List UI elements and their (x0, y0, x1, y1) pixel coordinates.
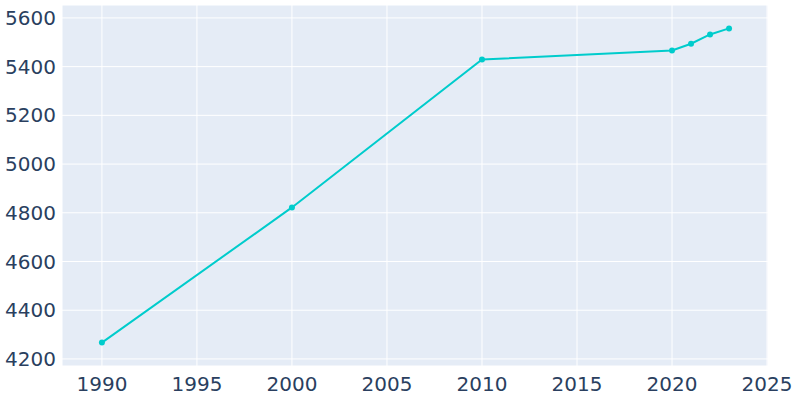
chart: 1990 1995 2000 2005 2010 2015 2020 2025 4200 4400… (0, 0, 800, 400)
data-group (99, 25, 732, 345)
y-grid-line (62, 66, 768, 67)
data-point (707, 31, 713, 37)
data-line (102, 28, 729, 342)
x-tick-label: 2020 (647, 372, 698, 396)
x-tick-label: 2005 (362, 372, 413, 396)
y-grid-line (62, 310, 768, 311)
x-grid-line (196, 5, 197, 366)
x-grid-line (672, 5, 673, 366)
y-tick-label: 4400 (5, 298, 56, 322)
x-tick-label: 2025 (742, 372, 793, 396)
data-point (726, 25, 732, 31)
y-tick-label: 4600 (5, 250, 56, 274)
x-grid-line (386, 5, 387, 366)
x-grid-line (291, 5, 292, 366)
x-grid-line (577, 5, 578, 366)
x-tick-label: 2000 (266, 372, 317, 396)
y-grid-line (62, 358, 768, 359)
y-tick-label: 4800 (5, 201, 56, 225)
x-grid-line (767, 5, 768, 366)
y-grid-line (62, 164, 768, 165)
x-tick-label: 1995 (171, 372, 222, 396)
y-tick-label: 5600 (5, 6, 56, 30)
data-point (688, 41, 694, 47)
y-grid-line (62, 17, 768, 18)
y-grid-line (62, 115, 768, 116)
x-tick-label: 2015 (552, 372, 603, 396)
y-grid-line (62, 261, 768, 262)
data-point (289, 204, 295, 210)
x-tick-label: 2010 (457, 372, 508, 396)
x-grid-line (101, 5, 102, 366)
data-point (99, 340, 105, 346)
y-grid-line (62, 212, 768, 213)
y-tick-label: 5200 (5, 103, 56, 127)
y-tick-label: 4200 (5, 347, 56, 371)
plot-background (62, 5, 768, 366)
plot-frame (62, 5, 768, 366)
y-tick-label: 5000 (5, 152, 56, 176)
data-point (479, 57, 485, 63)
x-tick-label: 1990 (76, 372, 127, 396)
data-point (669, 48, 675, 54)
y-tick-label: 5400 (5, 55, 56, 79)
